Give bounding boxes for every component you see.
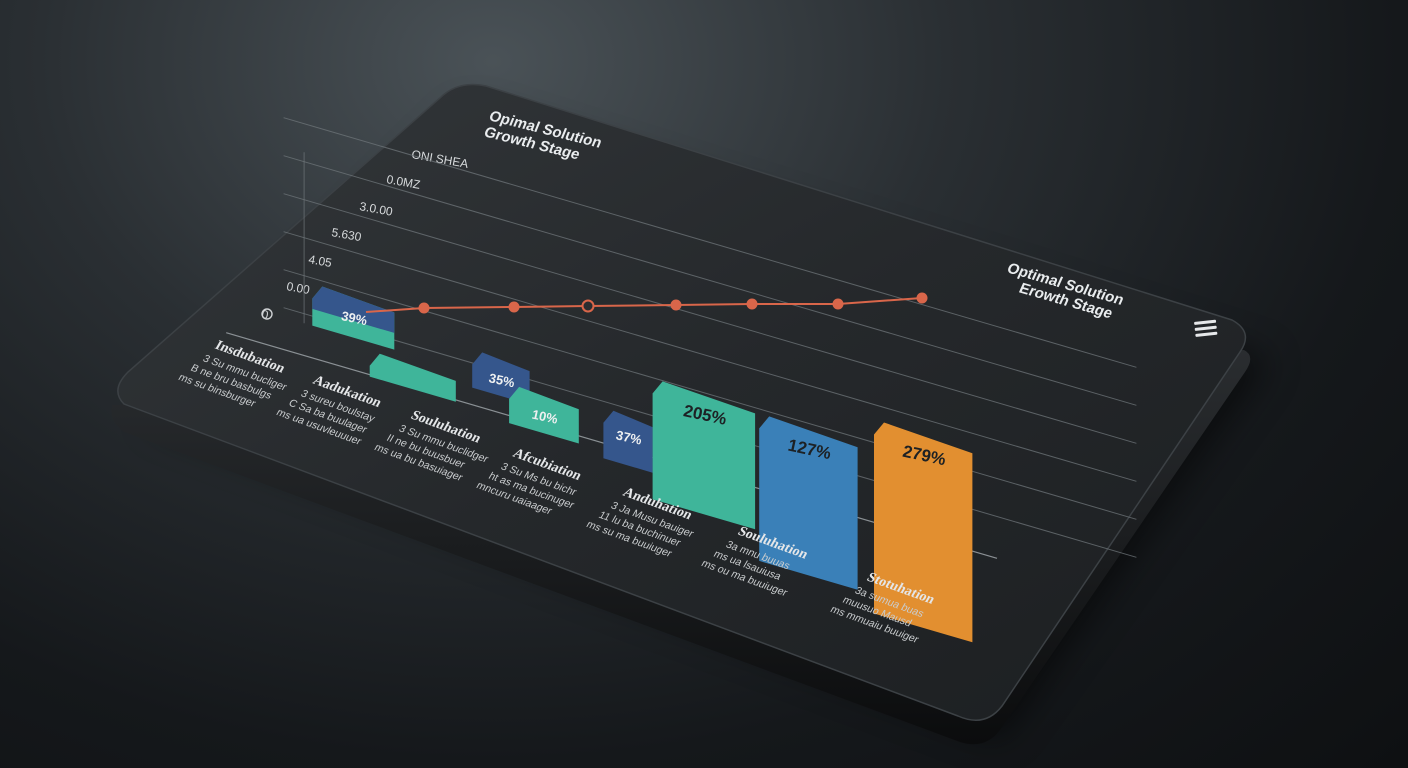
trend-point — [916, 292, 928, 304]
trend-point — [581, 299, 595, 313]
bar — [603, 410, 653, 473]
trend-line-path — [365, 297, 923, 313]
trend-point — [418, 302, 430, 314]
y-tick-label: 4.05 — [307, 252, 333, 270]
y-tick-label: 0 — [260, 307, 269, 322]
trend-point — [508, 301, 520, 313]
bar — [652, 381, 756, 530]
gridline — [283, 231, 1137, 482]
trend-line — [365, 292, 928, 314]
trend-point — [832, 298, 844, 310]
bar-data-label: 35% — [488, 370, 517, 390]
trend-point — [746, 298, 758, 310]
trend-point — [670, 299, 682, 311]
gridline — [283, 117, 1137, 368]
y-tick-label: 3.0.00 — [358, 199, 394, 219]
bar-data-label: 37% — [615, 427, 644, 447]
bars-group: 39%35%10%37%205%127% 279% — [312, 286, 973, 643]
bar — [509, 386, 579, 444]
bar — [369, 353, 456, 402]
bar — [472, 352, 530, 405]
y-tick-label: 5.630 — [330, 225, 362, 244]
bar-data-label: 39% — [340, 308, 369, 328]
bar-data-label: 10% — [531, 407, 560, 427]
gridline — [283, 193, 1137, 444]
y-tick-label: 0.00 — [285, 279, 311, 297]
bar — [874, 422, 973, 643]
gridline — [283, 155, 1137, 406]
bar — [759, 416, 858, 590]
bar-cap — [312, 286, 395, 333]
y-origin-marker — [261, 308, 273, 320]
y-tick-label: 0.0MZ — [385, 172, 421, 192]
hamburger-menu-icon[interactable] — [1194, 319, 1218, 337]
